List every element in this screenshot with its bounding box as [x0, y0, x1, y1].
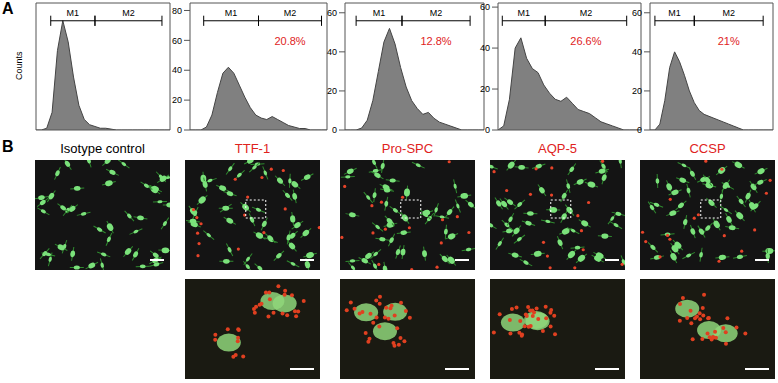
svg-text:20: 20 — [172, 95, 182, 105]
svg-text:M1: M1 — [517, 8, 530, 18]
svg-text:60: 60 — [172, 36, 182, 46]
svg-text:40: 40 — [327, 47, 337, 57]
svg-text:0: 0 — [485, 125, 490, 134]
svg-text:26.6%: 26.6% — [570, 35, 601, 47]
svg-text:20: 20 — [632, 86, 642, 96]
html-text:CCSP: CCSP — [689, 141, 726, 156]
svg-text:40: 40 — [632, 47, 642, 57]
html-text:Pro-SPC: Pro-SPC — [381, 141, 434, 156]
svg-text:0: 0 — [332, 125, 337, 134]
svg-text:80: 80 — [172, 6, 182, 16]
html-text:TTF-1: TTF-1 — [234, 141, 271, 156]
svg-text:60: 60 — [632, 8, 642, 18]
svg-text:0: 0 — [177, 125, 182, 134]
html-text:AQP-5: AQP-5 — [538, 141, 577, 156]
svg-text:M2: M2 — [284, 8, 297, 18]
svg-text:M2: M2 — [722, 8, 735, 18]
svg-text:40: 40 — [172, 65, 182, 75]
svg-text:M1: M1 — [373, 8, 386, 18]
svg-text:20: 20 — [327, 86, 337, 96]
svg-text:0: 0 — [637, 125, 642, 134]
svg-text:M2: M2 — [580, 8, 593, 18]
svg-text:M1: M1 — [668, 8, 681, 18]
svg-text:21%: 21% — [718, 35, 740, 47]
svg-text:60: 60 — [480, 2, 490, 12]
svg-text:M1: M1 — [67, 8, 80, 18]
html-text:B: B — [2, 138, 14, 155]
svg-text:40: 40 — [480, 43, 490, 53]
html-text:A: A — [2, 0, 14, 17]
svg-text:12.8%: 12.8% — [420, 35, 451, 47]
svg-text:M2: M2 — [122, 8, 135, 18]
svg-text:M2: M2 — [430, 8, 443, 18]
html-text:Isotype control: Isotype control — [60, 141, 145, 156]
svg-text:20.8%: 20.8% — [274, 35, 305, 47]
svg-text:20: 20 — [480, 84, 490, 94]
svg-text:M1: M1 — [225, 8, 238, 18]
html-text:Counts: Counts — [14, 51, 24, 80]
svg-text:60: 60 — [327, 8, 337, 18]
